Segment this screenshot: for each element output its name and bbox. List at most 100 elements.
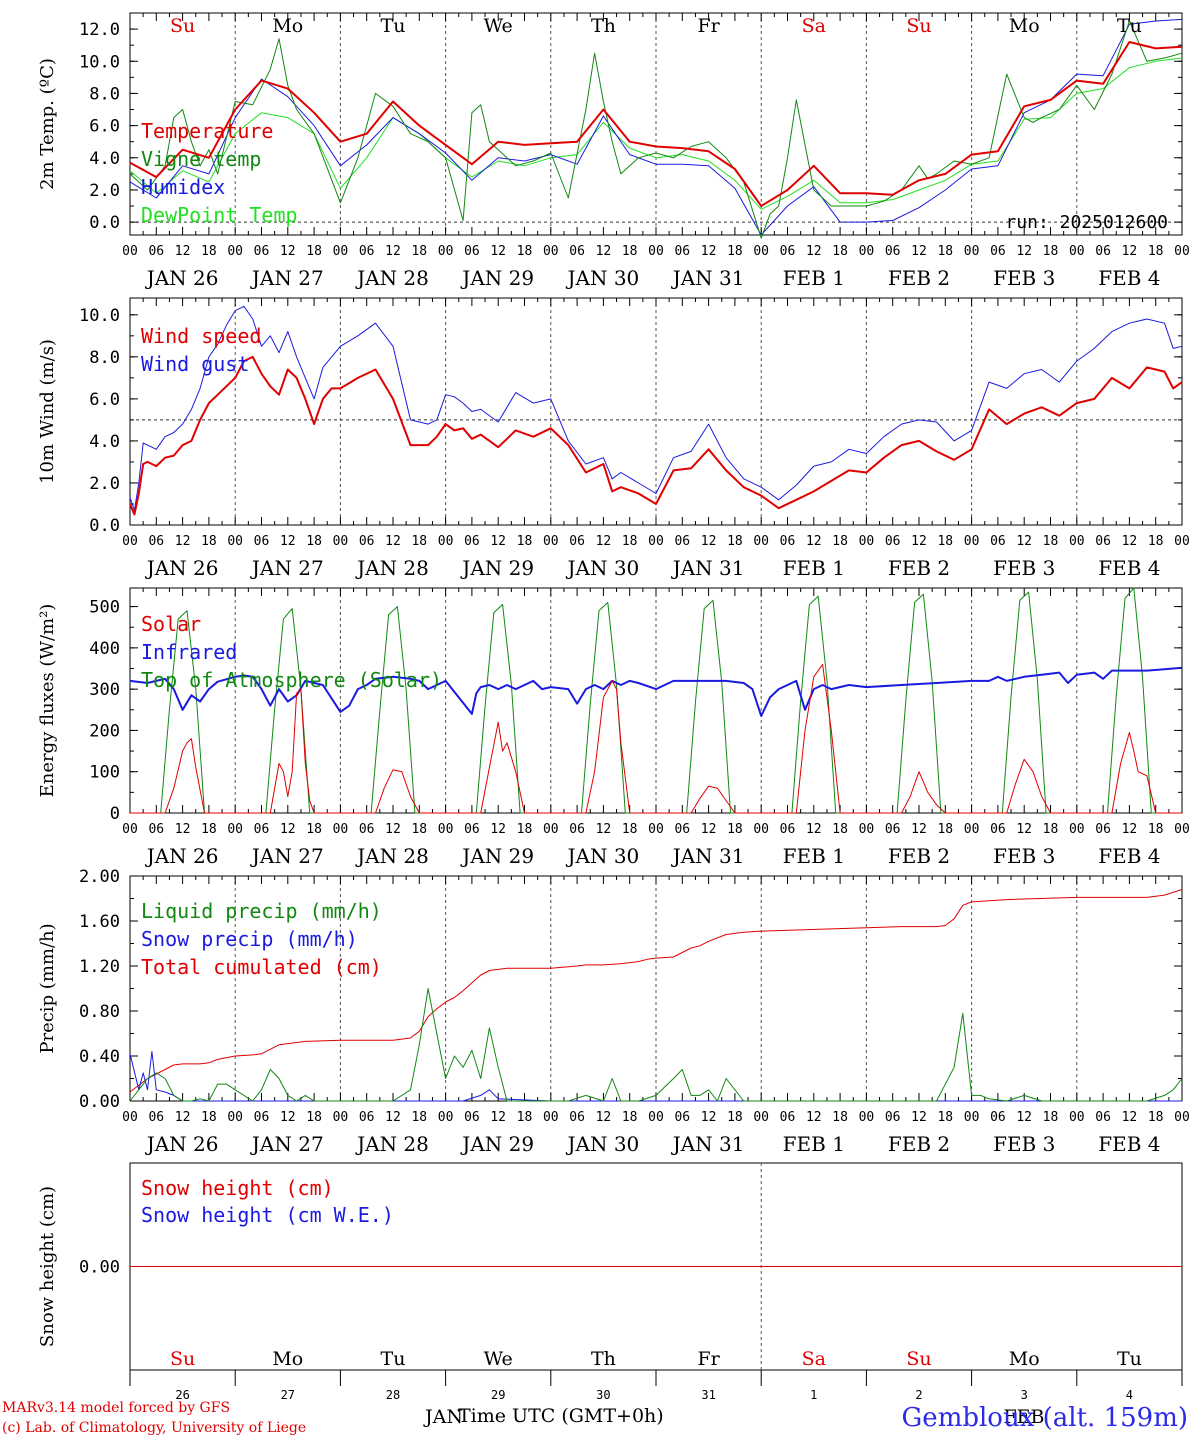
hour-tick-label: 00	[1174, 244, 1190, 259]
hour-tick-label: 12	[1016, 244, 1032, 259]
hour-tick-label: 00	[964, 822, 980, 837]
hour-tick-label: 18	[411, 244, 427, 259]
hour-tick-label: 18	[517, 244, 533, 259]
hour-tick-label: 18	[727, 244, 743, 259]
hour-tick-label: 12	[385, 244, 401, 259]
date-label: JAN 30	[566, 1132, 640, 1156]
hour-tick-label: 12	[701, 244, 717, 259]
lab-credit: (c) Lab. of Climatology, University of L…	[2, 1420, 307, 1436]
date-label: FEB 3	[993, 266, 1055, 290]
series-line	[129, 18, 1183, 236]
hour-tick-label: 18	[306, 822, 322, 837]
hour-tick-label: 18	[1043, 822, 1059, 837]
hour-tick-label: 18	[517, 1110, 533, 1125]
date-label: JAN 27	[250, 844, 324, 868]
hour-tick-label: 18	[201, 822, 217, 837]
hour-tick-label: 12	[596, 822, 612, 837]
date-label: FEB 3	[993, 844, 1055, 868]
hour-tick-label: 00	[753, 244, 769, 259]
hour-tick-label: 18	[727, 822, 743, 837]
y-axis-label: Energy fluxes (W/m²)	[37, 604, 58, 798]
date-label: FEB 3	[993, 556, 1055, 580]
date-label: JAN 26	[145, 266, 219, 290]
hour-tick-label: 18	[832, 822, 848, 837]
time-axis-label: Time UTC (GMT+0h)	[458, 1405, 664, 1427]
hour-tick-label: 06	[990, 534, 1006, 549]
hour-tick-label: 18	[1043, 534, 1059, 549]
y-tick-label: 300	[89, 680, 120, 700]
hour-tick-label: 12	[280, 534, 296, 549]
hour-tick-label: 06	[148, 822, 164, 837]
hour-tick-label: 00	[859, 244, 875, 259]
legend-entry: Humidex	[141, 175, 225, 199]
hour-tick-label: 12	[1016, 822, 1032, 837]
day-name-label: Th	[591, 15, 616, 37]
hour-tick-label: 00	[753, 534, 769, 549]
date-label: FEB 3	[993, 1132, 1055, 1156]
date-label: JAN 26	[145, 844, 219, 868]
hour-tick-label: 12	[596, 244, 612, 259]
hour-tick-label: 00	[859, 822, 875, 837]
y-tick-label: 500	[89, 598, 120, 618]
hour-tick-label: 00	[122, 534, 138, 549]
y-tick-label: 2.0	[89, 181, 120, 201]
hour-tick-label: 12	[1016, 534, 1032, 549]
date-label: JAN 26	[145, 556, 219, 580]
hour-tick-label: 06	[780, 244, 796, 259]
day-number-label: 28	[386, 1388, 400, 1402]
hour-tick-label: 12	[806, 534, 822, 549]
hour-tick-label: 00	[648, 1110, 664, 1125]
y-tick-label: 10.0	[79, 306, 120, 326]
day-name-label: Mo	[1009, 15, 1040, 37]
hour-tick-label: 06	[569, 1110, 585, 1125]
model-credit: MARv3.14 model forced by GFS	[2, 1400, 231, 1416]
hour-tick-label: 06	[885, 822, 901, 837]
hour-tick-label: 00	[122, 1110, 138, 1125]
date-label: JAN 30	[566, 556, 640, 580]
hour-tick-label: 00	[1069, 1110, 1085, 1125]
hour-tick-label: 18	[832, 244, 848, 259]
day-name-label: Sa	[802, 1348, 826, 1370]
hour-tick-label: 00	[227, 1110, 243, 1125]
hour-tick-label: 12	[175, 244, 191, 259]
hour-tick-label: 06	[569, 822, 585, 837]
hour-tick-label: 06	[780, 1110, 796, 1125]
hour-tick-label: 00	[753, 822, 769, 837]
date-label: JAN 27	[250, 266, 324, 290]
run-label: run: 2025012600	[1005, 212, 1168, 233]
day-name-label: Su	[170, 15, 195, 37]
day-name-label: Tu	[381, 15, 406, 37]
day-name-label: Tu	[1117, 1348, 1142, 1370]
y-axis-label: 2m Temp. (ºC)	[37, 58, 58, 190]
hour-tick-label: 00	[333, 534, 349, 549]
hour-tick-label: 12	[1122, 1110, 1138, 1125]
hour-tick-label: 06	[885, 244, 901, 259]
day-number-label: 27	[281, 1388, 295, 1402]
hour-tick-label: 18	[1148, 534, 1164, 549]
hour-tick-label: 00	[543, 1110, 559, 1125]
series-line	[129, 305, 1183, 511]
y-tick-label: 0	[110, 804, 120, 824]
y-tick-label: 0.40	[79, 1047, 120, 1067]
date-label: FEB 2	[888, 1132, 950, 1156]
hour-tick-label: 06	[359, 1110, 375, 1125]
day-name-label: Sa	[802, 15, 826, 37]
day-number-label: 30	[596, 1388, 610, 1402]
hour-tick-label: 18	[201, 534, 217, 549]
hour-tick-label: 18	[832, 1110, 848, 1125]
y-tick-label: 12.0	[79, 20, 120, 40]
y-tick-label: 1.60	[79, 912, 120, 932]
hour-tick-label: 12	[175, 1110, 191, 1125]
hour-tick-label: 18	[937, 1110, 953, 1125]
hour-tick-label: 12	[280, 1110, 296, 1125]
y-tick-label: 1.20	[79, 957, 120, 977]
hour-tick-label: 06	[674, 534, 690, 549]
day-name-label: Tu	[381, 1348, 406, 1370]
legend-entry: Vigne temp	[141, 147, 261, 171]
hour-tick-label: 12	[911, 244, 927, 259]
series-line	[129, 355, 1183, 516]
date-label: JAN 28	[355, 844, 429, 868]
hour-tick-label: 18	[622, 822, 638, 837]
date-label: FEB 2	[888, 556, 950, 580]
hour-tick-label: 18	[937, 534, 953, 549]
